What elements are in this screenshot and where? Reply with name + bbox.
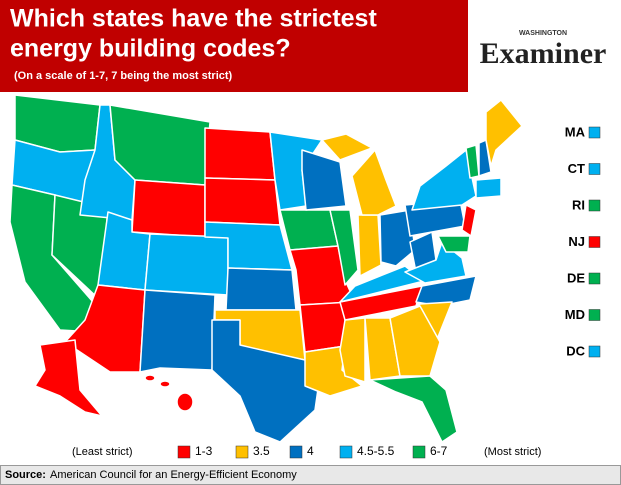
state-label: NJ [568, 234, 585, 249]
title-line: Which states have the strictest [10, 5, 377, 33]
title-banner [0, 0, 468, 92]
state [475, 177, 502, 199]
state-label: DC [566, 343, 585, 358]
legend-swatch [177, 445, 191, 459]
state [339, 285, 423, 321]
state [369, 375, 458, 443]
state [485, 99, 523, 167]
state [139, 289, 216, 373]
state-label: MD [565, 307, 585, 322]
state [159, 380, 171, 388]
state [301, 149, 347, 211]
state [211, 319, 321, 443]
title-line: energy building codes? [10, 35, 291, 63]
state [279, 209, 339, 251]
state-swatch [588, 236, 601, 248]
legend-swatch [289, 445, 303, 459]
state-swatch [588, 272, 601, 285]
state-swatch [588, 199, 601, 212]
legend-swatch [235, 445, 249, 459]
state [415, 275, 477, 307]
legend: (Least strict) 1-3 3.5 4 4.5-5.5 6-7 (Most str… [72, 444, 541, 459]
state [351, 149, 397, 216]
state [144, 233, 229, 296]
legend-label: 1-3 [195, 444, 213, 458]
state [461, 204, 477, 237]
logo-top: WASHINGTON [519, 30, 567, 37]
state [34, 339, 103, 417]
us-map [9, 94, 523, 443]
source-text: American Council for an Energy-Efficient… [50, 469, 297, 481]
state [204, 127, 276, 181]
legend-label: 4.5-5.5 [357, 444, 395, 458]
state-swatch [588, 163, 601, 175]
state [339, 317, 366, 383]
state-swatch [588, 309, 601, 321]
state [437, 235, 471, 253]
small-state-labels: MA CT RI NJ DE MD DC [565, 124, 601, 358]
state [225, 267, 297, 311]
state [357, 214, 382, 277]
logo: Examiner [480, 37, 607, 70]
legend-label: 6-7 [430, 444, 448, 458]
state [329, 209, 359, 286]
state-swatch [588, 345, 601, 358]
legend-swatch [339, 445, 353, 459]
subtitle: (On a scale of 1-7, 7 being the most str… [14, 70, 233, 82]
legend-label: 3.5 [253, 444, 270, 458]
source-label: Source: [5, 469, 46, 481]
state [321, 133, 373, 161]
legend-swatch [412, 445, 426, 459]
state [176, 392, 194, 412]
state [144, 374, 156, 382]
state [379, 209, 416, 267]
legend-most: (Most strict) [484, 446, 541, 458]
state-label: CT [568, 161, 585, 176]
state-label: DE [567, 270, 585, 285]
state [478, 139, 492, 177]
state [389, 305, 441, 377]
state-label: MA [565, 124, 586, 139]
state [204, 177, 281, 226]
state [411, 149, 477, 211]
state-swatch [588, 126, 601, 139]
legend-label: 4 [307, 444, 314, 458]
legend-least: (Least strict) [72, 446, 133, 458]
state [131, 179, 206, 238]
state-label: RI [572, 197, 585, 212]
